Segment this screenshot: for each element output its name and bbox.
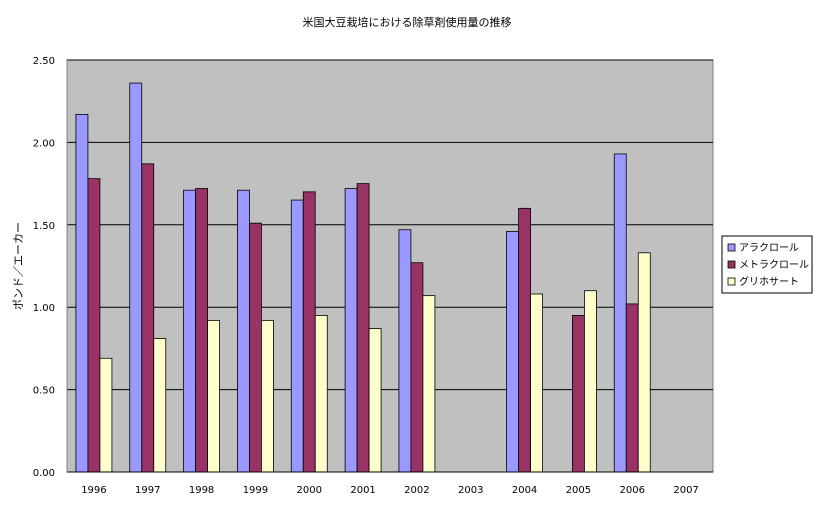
x-tick-label: 2006 <box>620 485 645 496</box>
bar <box>518 207 531 473</box>
x-tick-label: 2005 <box>566 485 591 496</box>
bar <box>530 293 543 473</box>
bar <box>584 290 597 473</box>
y-axis-label: ポンド／エーカー <box>12 222 25 310</box>
bar <box>261 319 274 473</box>
x-tick-label: 2002 <box>404 485 429 496</box>
y-tick-label: 0.50 <box>33 386 55 397</box>
x-tick-label: 2003 <box>458 485 483 496</box>
bar <box>207 319 220 473</box>
x-tick-label: 2007 <box>673 485 698 496</box>
legend-swatch <box>727 277 736 286</box>
x-tick-label: 1998 <box>189 485 214 496</box>
y-tick-label: 2.50 <box>33 56 55 67</box>
bar <box>141 163 155 473</box>
x-tick-label: 2000 <box>297 485 322 496</box>
bar <box>613 153 627 473</box>
x-tick-label: 1997 <box>135 485 160 496</box>
bar <box>572 315 585 473</box>
legend-box <box>721 235 813 294</box>
bar <box>356 183 370 473</box>
y-tick-label: 0.00 <box>33 468 55 479</box>
chart-title: 米国大豆栽培における除草剤使用量の推移 <box>303 15 512 29</box>
bar <box>237 189 250 473</box>
bar <box>290 199 304 473</box>
bar <box>195 188 208 473</box>
legend-label: グリホサート <box>739 275 799 288</box>
bar <box>75 113 89 473</box>
y-tick-label: 1.00 <box>33 303 55 314</box>
y-tick-label: 1.50 <box>33 221 55 232</box>
bar <box>506 230 519 473</box>
bar <box>129 82 143 473</box>
bar <box>410 262 424 473</box>
bar <box>637 252 651 473</box>
bar <box>99 357 113 473</box>
plot-area: 0.00 0.50 1.00 1.50 2.00 2.50 1996 1997 1998 1999… <box>33 56 714 496</box>
legend-label: アラクロール <box>739 242 799 254</box>
bar <box>183 189 196 473</box>
bar <box>422 295 436 473</box>
bar <box>625 303 639 473</box>
legend-label: メトラクロール <box>739 259 809 271</box>
bar <box>368 328 382 473</box>
plot-background <box>66 59 714 473</box>
bar <box>153 338 167 473</box>
bar <box>249 222 262 473</box>
x-tick-label: 1996 <box>81 485 106 496</box>
x-tick-label: 2004 <box>512 485 537 496</box>
x-tick-label: 2001 <box>350 485 375 496</box>
bar <box>314 315 328 473</box>
legend-swatch <box>727 260 736 269</box>
bar <box>302 191 316 473</box>
x-tick-label: 1999 <box>243 485 268 496</box>
bar <box>87 178 101 473</box>
legend-swatch <box>727 243 736 252</box>
y-tick-label: 2.00 <box>33 138 55 149</box>
bar <box>344 188 358 473</box>
bar <box>398 229 412 473</box>
